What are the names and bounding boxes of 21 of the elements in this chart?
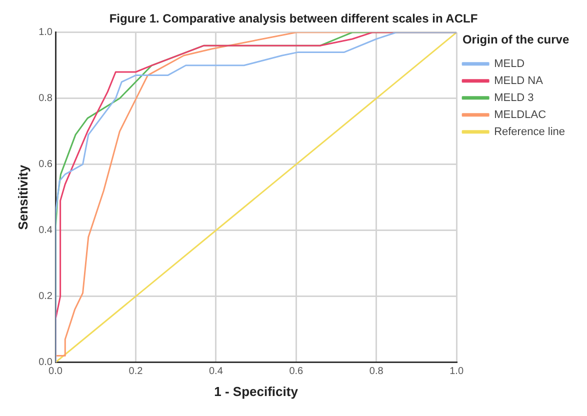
y-tick-label: 0.4 — [38, 225, 53, 236]
chart-title: Figure 1. Comparative analysis between different scales in ACLF — [109, 12, 478, 26]
x-axis-title: 1 - Specificity — [214, 384, 299, 399]
x-tick-label: 1.0 — [450, 366, 464, 378]
y-axis-title: Sensitivity — [15, 164, 30, 230]
x-tick-label: 0.8 — [369, 366, 384, 378]
x-tick-label: 0.6 — [289, 366, 304, 378]
legend-label: Reference line — [494, 126, 566, 138]
legend-title: Origin of the curve — [462, 32, 570, 46]
y-tick-label: 0.2 — [38, 291, 53, 302]
x-tick-label: 0.2 — [128, 366, 144, 378]
y-tick-label: 1.0 — [38, 27, 53, 38]
y-tick-label: 0.6 — [38, 159, 53, 170]
y-tick-label: 0.8 — [38, 93, 53, 104]
x-tick-label: 0.4 — [208, 366, 224, 378]
y-tick-label: 0.0 — [38, 357, 53, 368]
legend-label: MELD NA — [494, 74, 544, 87]
x-tick-label: 0.0 — [48, 366, 63, 378]
legend-label: MELD — [494, 58, 525, 70]
legend-label: MELDLAC — [494, 108, 546, 121]
legend-label: MELD 3 — [494, 92, 534, 104]
